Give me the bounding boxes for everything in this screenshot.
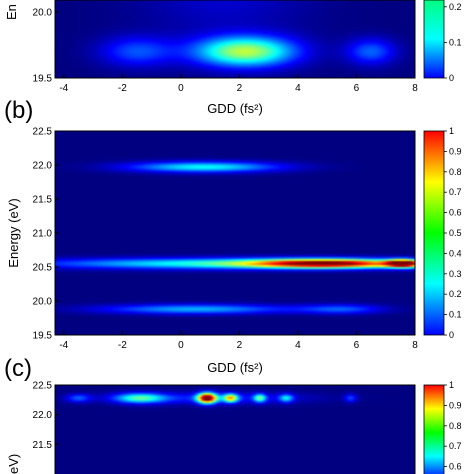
panel-c-ytick-label: 22.5 (33, 381, 53, 392)
panel-a-xlabel: GDD (fs²) (207, 101, 263, 116)
panel-a-cbtick-label: 0.2 (449, 2, 462, 12)
panel-b-cbtick-label: 0.9 (449, 146, 462, 156)
panel-c-heatmap (55, 385, 415, 474)
panel-b-xtick-label: 6 (354, 340, 360, 351)
panel-a-colorbar (423, 0, 445, 79)
panel-b-cbtick-label: 0.5 (449, 228, 462, 238)
panel-a-xtick-label: -4 (59, 83, 68, 94)
panel-b-cbticks: 0 0.1 0.2 0.3 0.4 0.5 0.6 0.7 0.8 0.9 1 (444, 126, 462, 340)
panel-b-ytick-label: 21.5 (33, 195, 53, 206)
panel-c-cbtick-label: 0.7 (449, 441, 462, 451)
panel-b-cbtick-label: 0.7 (449, 187, 462, 197)
panel-b-cbtick-label: 0.4 (449, 248, 462, 258)
panel-b-ytick-label: 19.5 (33, 331, 53, 342)
panel-b-ytick-label: 20.0 (33, 297, 53, 308)
panel-a-cbtick-label: 0.1 (449, 37, 462, 47)
panel-a-ytick-label: 19.5 (33, 74, 53, 85)
panel-c-frame (54, 384, 416, 474)
panel-c-letter: (c) (4, 355, 32, 382)
panel-a: En 19.5 20.0 -4 -2 0 2 4 6 8 GDD (fs²) 0 0.1 0.2 (4, 0, 462, 116)
panel-c-cbticks: 0.6 0.7 0.8 0.9 1 (444, 380, 462, 472)
panel-b-ylabel: Energy (eV) (6, 198, 21, 267)
panel-c-yticks: 21.5 22.0 22.5 (33, 381, 59, 451)
panel-a-xtick-label: 4 (295, 83, 301, 94)
panel-a-ytick-label: 20.0 (33, 8, 53, 19)
panel-b-xtick-label: -2 (118, 340, 127, 351)
panel-b-ytick-label: 20.5 (33, 263, 53, 274)
panel-b-xtick-label: 0 (178, 340, 184, 351)
panel-b-cbtick-label: 0.2 (449, 289, 462, 299)
panel-a-frame (54, 0, 416, 79)
panel-a-yticks: 19.5 20.0 (33, 8, 59, 85)
panel-b-cbtick-label: 0 (449, 330, 454, 340)
panel-b-colorbar (423, 130, 445, 336)
panel-b-xtick-label: -4 (59, 340, 68, 351)
panel-b-xticks: -4 -2 0 2 4 6 8 (59, 331, 418, 351)
panel-b-xtick-label: 2 (237, 340, 243, 351)
panel-c-cbtick-label: 0.6 (449, 462, 462, 472)
panel-b-ytick-label: 22.5 (33, 127, 53, 138)
panel-c-ylabel: eV) (6, 454, 21, 474)
panel-a-heatmap (55, 0, 415, 78)
panel-c-cbtick-label: 0.8 (449, 421, 462, 431)
panel-a-cbtick-label: 0 (449, 73, 454, 83)
panel-b-heatmap (55, 131, 415, 335)
panel-c-cbtick-label: 1 (449, 380, 454, 390)
panel-b-cbtick-label: 1 (449, 126, 454, 136)
panel-a-xtick-label: -2 (118, 83, 127, 94)
panel-a-xtick-label: 0 (178, 83, 184, 94)
panel-c-colorbar (423, 384, 445, 474)
panel-b-xtick-label: 8 (412, 340, 418, 351)
panel-b-xtick-label: 4 (295, 340, 301, 351)
panel-b-xlabel: GDD (fs²) (207, 360, 263, 375)
panel-b-ytick-label: 22.0 (33, 161, 53, 172)
panel-b-yticks: 19.5 20.0 20.5 21.0 21.5 22.0 22.5 (33, 127, 59, 342)
panel-a-xtick-label: 6 (354, 83, 360, 94)
panel-c-cbtick-label: 0.9 (449, 400, 462, 410)
panel-a-cbticks: 0 0.1 0.2 (444, 2, 462, 83)
panel-b-cbtick-label: 0.6 (449, 208, 462, 218)
panel-c: (c) eV) 21.5 22.0 22.5 0.6 0.7 0.8 0.9 1 (4, 355, 462, 474)
panel-b-ytick-label: 21.0 (33, 229, 53, 240)
panel-b-cbtick-label: 0.3 (449, 269, 462, 279)
panel-b-letter: (b) (4, 97, 33, 124)
panel-b: (b) Energy (eV) 19.520.020.521.021.522.0… (4, 97, 462, 375)
panel-a-xtick-label: 8 (412, 83, 418, 94)
panel-c-ytick-label: 22.0 (33, 410, 53, 421)
panel-a-ylabel: En (4, 4, 19, 20)
panel-c-ytick-label: 21.5 (33, 440, 53, 451)
panel-b-cbtick-label: 0.1 (449, 310, 462, 320)
panel-a-xticks: -4 -2 0 2 4 6 8 (59, 74, 418, 94)
panel-a-xtick-label: 2 (237, 83, 243, 94)
panel-b-cbtick-label: 0.8 (449, 167, 462, 177)
